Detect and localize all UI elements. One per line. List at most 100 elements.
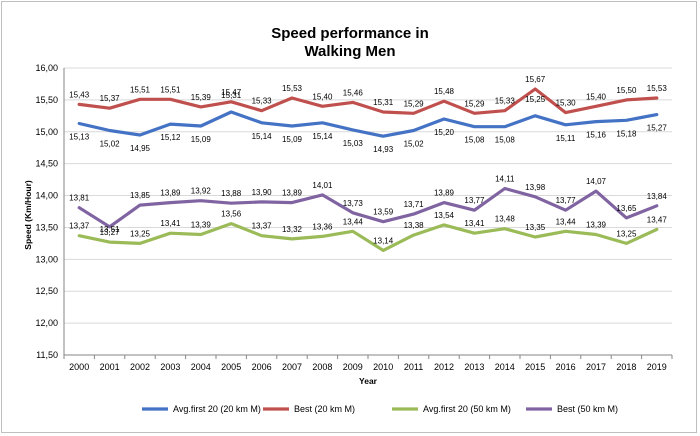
x-tick-label: 2015 [525,362,545,372]
data-label: 15,67 [525,75,546,84]
data-label: 13,44 [343,217,364,226]
data-label: 15,40 [586,92,607,101]
data-label: 15,02 [404,140,425,149]
data-label: 13,65 [616,204,637,213]
data-label: 14,93 [373,145,394,154]
data-label: 13,51 [100,225,121,234]
x-tick-label: 2013 [464,362,484,372]
data-label: 13,89 [282,189,303,198]
data-label: 13,27 [100,228,121,237]
data-labels: 15,13 15,02 14,95 15,12 15,09 15,31 15,14 15,09… [69,75,667,245]
y-tick-label: 13,50 [35,222,58,232]
data-label: 15,18 [616,129,637,138]
data-label: 13,89 [434,189,455,198]
data-label: 13,36 [312,222,333,231]
series-group [77,87,659,252]
data-label: 14,01 [312,181,333,190]
x-tick-label: 2019 [647,362,667,372]
series-line [77,222,659,252]
data-label: 14,07 [586,177,607,186]
data-label: 13,92 [191,187,212,196]
data-label: 15,33 [495,97,516,106]
data-label: 15,25 [525,95,546,104]
data-label: 13,88 [221,189,242,198]
data-label: 13,39 [586,220,607,229]
data-label: 13,90 [252,188,273,197]
data-label: 13,54 [434,211,455,220]
data-label: 13,38 [404,221,425,230]
chart-title-line2: Walking Men [304,43,395,60]
y-tick-label: 15,50 [35,95,58,105]
x-tick-label: 2008 [312,362,332,372]
data-label: 15,48 [434,87,455,96]
y-tick-label: 14,00 [35,191,58,201]
data-label: 13,37 [69,222,90,231]
legend-label: Avg.first 20 (20 km M) [173,404,261,414]
data-label: 15,43 [69,90,90,99]
data-label: 15,13 [69,132,90,141]
x-tick-label: 2010 [373,362,393,372]
x-tick-label: 2001 [100,362,120,372]
data-label: 13,98 [525,183,546,192]
legend-label: Best (20 km M) [294,404,355,414]
x-tick-label: 2014 [495,362,515,372]
data-label: 15,47 [221,88,242,97]
legend: Avg.first 20 (20 km M) Best (20 km M) Avg.… [142,404,618,414]
x-tick-label: 2018 [616,362,636,372]
data-label: 13,25 [616,229,637,238]
data-label: 15,03 [343,139,364,148]
x-tick-label: 2011 [404,362,423,372]
x-tick-label: 2007 [282,362,302,372]
data-label: 15,33 [252,97,273,106]
x-tick-label: 2016 [556,362,576,372]
y-tick-label: 12,00 [35,318,58,328]
series-line [77,87,659,115]
x-tick-label: 2005 [221,362,241,372]
x-tick-label: 2002 [130,362,150,372]
series-line [77,110,659,138]
data-label: 13,59 [373,208,394,217]
data-label: 15,09 [282,135,303,144]
y-tick-label: 11,50 [36,350,58,360]
y-axis-title: Speed (Km/Hour) [23,180,33,250]
data-label: 13,41 [464,219,485,228]
data-label: 13,47 [647,215,668,224]
data-label: 15,02 [100,140,121,149]
data-label: 15,40 [312,92,333,101]
data-label: 13,35 [525,223,546,232]
data-label: 13,89 [160,189,181,198]
y-tick-label: 16,00 [35,63,58,73]
data-label: 15,31 [221,91,242,100]
data-label: 13,84 [647,192,668,201]
data-label: 15,29 [464,99,485,108]
data-label: 15,51 [130,85,151,94]
data-label: 15,08 [464,136,485,145]
data-label: 15,39 [191,93,212,102]
x-tick-label: 2009 [343,362,363,372]
data-label: 15,30 [556,99,577,108]
data-label: 13,25 [130,229,151,238]
data-label: 15,11 [556,134,576,143]
y-tick-label: 13,00 [35,254,58,264]
x-tick-label: 2003 [160,362,180,372]
data-label: 15,14 [312,132,333,141]
data-label: 15,53 [282,84,303,93]
y-tick-label: 15,00 [35,127,58,137]
y-axis-ticks: 11,50 12,00 12,50 13,00 13,50 14,00 14,50 15,00… [35,63,58,360]
data-label: 14,11 [495,175,515,184]
data-label: 13,81 [69,194,90,203]
data-label: 15,14 [252,132,273,141]
data-label: 15,50 [616,86,637,95]
data-label: 15,27 [647,124,668,133]
data-label: 15,51 [160,85,181,94]
x-axis-ticks: 2000 2001 2002 2003 2004 2005 2006 2007 2008 2009… [63,355,673,372]
data-label: 13,37 [252,222,273,231]
data-label: 15,37 [100,94,121,103]
data-label: 15,53 [647,84,668,93]
x-tick-label: 2012 [434,362,454,372]
x-tick-label: 2017 [586,362,606,372]
legend-label: Best (50 km M) [557,404,618,414]
data-label: 13,71 [404,200,425,209]
